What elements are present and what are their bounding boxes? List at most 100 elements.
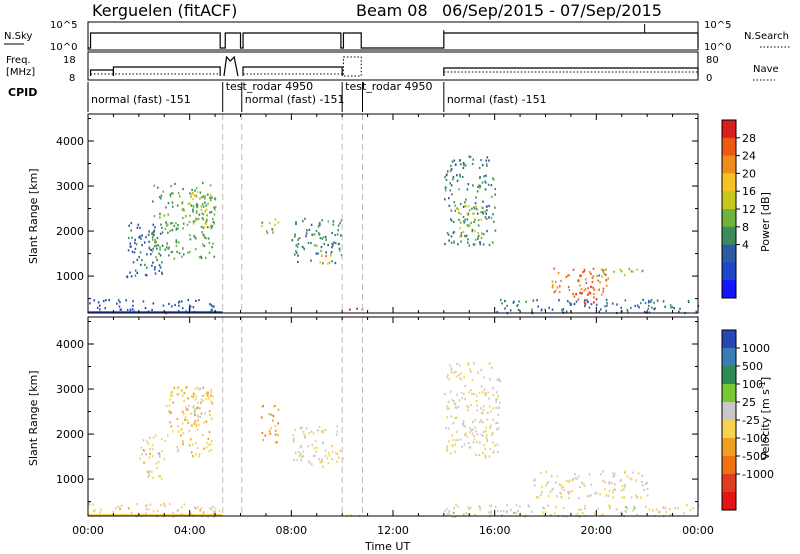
- echo-cell: [584, 287, 587, 291]
- echo-cell: [610, 482, 613, 485]
- echo-cell: [494, 206, 496, 209]
- colorbar-swatch: [722, 366, 736, 385]
- echo-cell: [207, 203, 209, 206]
- echo-cell: [469, 155, 472, 158]
- echo-cell: [196, 206, 198, 209]
- echo-cell: [189, 214, 191, 217]
- echo-cell: [201, 231, 203, 234]
- echo-cell: [476, 394, 478, 397]
- echo-cell: [207, 394, 209, 397]
- echo-cell: [320, 250, 322, 253]
- echo-cell: [626, 475, 629, 478]
- echo-cell: [202, 205, 205, 208]
- echo-cell: [476, 433, 479, 436]
- echo-cell: [129, 271, 131, 274]
- echo-cell: [93, 299, 95, 302]
- echo-cell: [130, 222, 133, 225]
- echo-cell: [132, 261, 135, 264]
- echo-cell: [485, 436, 487, 439]
- echo-cell: [528, 505, 531, 508]
- echo-cell: [555, 280, 557, 283]
- echo-cell: [335, 433, 338, 436]
- echo-cell: [298, 450, 300, 454]
- echo-cell: [664, 305, 666, 308]
- echo-cell: [181, 410, 184, 413]
- echo-cell: [552, 487, 554, 490]
- echo-cell: [188, 220, 191, 224]
- echo-cell: [489, 378, 491, 381]
- echo-cell: [553, 291, 556, 294]
- echo-cell: [177, 227, 179, 230]
- echo-cell: [192, 395, 194, 398]
- echo-cell: [502, 510, 505, 513]
- echo-cell: [175, 227, 178, 230]
- echo-cell: [183, 209, 185, 212]
- echo-cell: [204, 195, 206, 198]
- echo-cell: [192, 394, 194, 397]
- echo-cell: [653, 308, 655, 311]
- echo-cell: [636, 304, 639, 307]
- echo-cell: [641, 270, 644, 273]
- echo-cell: [192, 455, 194, 458]
- echo-cell: [563, 488, 566, 492]
- echo-cell: [494, 506, 497, 509]
- echo-cell: [653, 301, 655, 304]
- echo-cell: [498, 377, 500, 380]
- echo-cell: [127, 236, 130, 240]
- echo-cell: [158, 269, 161, 272]
- echo-cell: [571, 490, 573, 493]
- echo-cell: [561, 308, 563, 312]
- echo-cell: [619, 511, 622, 514]
- station-title: Kerguelen (fitACF): [92, 1, 237, 20]
- echo-cell: [180, 389, 183, 392]
- echo-cell: [642, 484, 644, 487]
- echo-cell: [322, 236, 325, 239]
- echo-cell: [493, 450, 495, 453]
- echo-cell: [155, 240, 158, 243]
- echo-cell: [484, 454, 487, 457]
- echo-cell: [153, 233, 155, 236]
- echo-cell: [579, 274, 581, 277]
- echo-cell: [202, 218, 205, 221]
- echo-cell: [145, 505, 147, 508]
- echo-cell: [479, 508, 481, 511]
- echo-cell: [202, 434, 204, 437]
- echo-cell: [635, 494, 637, 497]
- echo-cell: [482, 409, 485, 412]
- echo-cell: [201, 212, 203, 215]
- echo-cell: [151, 236, 154, 239]
- echo-cell: [141, 244, 143, 247]
- echo-cell: [487, 183, 490, 186]
- echo-cell: [463, 376, 465, 379]
- echo-cell: [641, 474, 644, 477]
- echo-cell: [154, 241, 156, 244]
- echo-cell: [462, 215, 465, 219]
- echo-cell: [630, 270, 633, 273]
- echo-cell: [331, 231, 333, 235]
- echo-cell: [143, 241, 146, 244]
- echo-cell: [481, 181, 484, 184]
- echo-cell: [465, 512, 468, 515]
- echo-cell: [480, 368, 482, 371]
- echo-cell: [104, 307, 106, 310]
- echo-cell: [550, 475, 553, 478]
- echo-cell: [185, 408, 188, 411]
- echo-cell: [484, 210, 487, 213]
- echo-cell: [117, 505, 120, 508]
- echo-cell: [687, 301, 690, 304]
- echo-cell: [300, 427, 302, 430]
- echo-cell: [127, 249, 130, 252]
- echo-cell: [338, 247, 341, 250]
- echo-cell: [572, 268, 575, 271]
- echo-cell: [455, 163, 457, 166]
- echo-cell: [445, 178, 448, 182]
- echo-cell: [448, 440, 450, 443]
- echo-cell: [206, 193, 209, 196]
- echo-cell: [444, 243, 446, 246]
- echo-cell: [331, 444, 333, 448]
- echo-cell: [663, 506, 665, 509]
- echo-cell: [490, 512, 492, 515]
- echo-cell: [473, 393, 475, 396]
- echo-cell: [186, 418, 188, 422]
- echo-cell: [155, 244, 158, 247]
